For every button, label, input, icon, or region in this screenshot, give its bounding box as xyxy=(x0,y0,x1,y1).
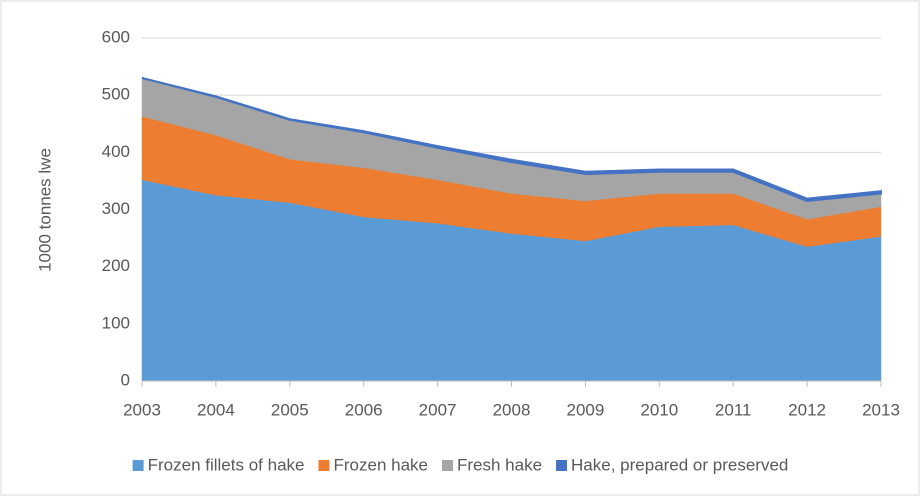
legend-swatch xyxy=(132,460,144,471)
x-tick-label: 2011 xyxy=(715,400,752,419)
legend-label: Frozen fillets of hake xyxy=(148,455,305,474)
legend-swatch xyxy=(441,460,453,471)
x-tick-label: 2004 xyxy=(197,400,235,419)
y-tick-label: 300 xyxy=(102,199,130,218)
x-tick-label: 2006 xyxy=(345,400,383,419)
x-tick-label: 2007 xyxy=(419,400,457,419)
y-axis-label: 1000 tonnes lwe xyxy=(35,148,54,272)
x-tick-label: 2009 xyxy=(566,400,604,419)
legend-label: Frozen hake xyxy=(333,455,428,474)
legend: Frozen fillets of hake Frozen hake Fresh h… xyxy=(132,455,788,474)
area xyxy=(141,77,882,202)
legend-label: Fresh hake xyxy=(457,455,542,474)
x-tick-label: 2003 xyxy=(123,400,161,419)
x-tick-label: 2012 xyxy=(788,400,826,419)
legend-swatch xyxy=(318,460,330,471)
y-tick-label: 200 xyxy=(102,256,130,275)
x-tick-label: 2005 xyxy=(271,400,309,419)
y-tick-label: 500 xyxy=(102,85,130,104)
y-tick-label: 0 xyxy=(121,370,130,389)
y-tick-label: 100 xyxy=(102,313,130,332)
legend-label: Hake, prepared or preserved xyxy=(571,455,788,474)
x-tick-label: 2010 xyxy=(640,400,678,419)
y-tick-label: 600 xyxy=(102,27,130,46)
legend-swatch xyxy=(556,460,568,471)
x-tick-label: 2013 xyxy=(862,400,900,419)
y-tick-label: 400 xyxy=(102,142,130,161)
x-tick-label: 2008 xyxy=(493,400,531,419)
